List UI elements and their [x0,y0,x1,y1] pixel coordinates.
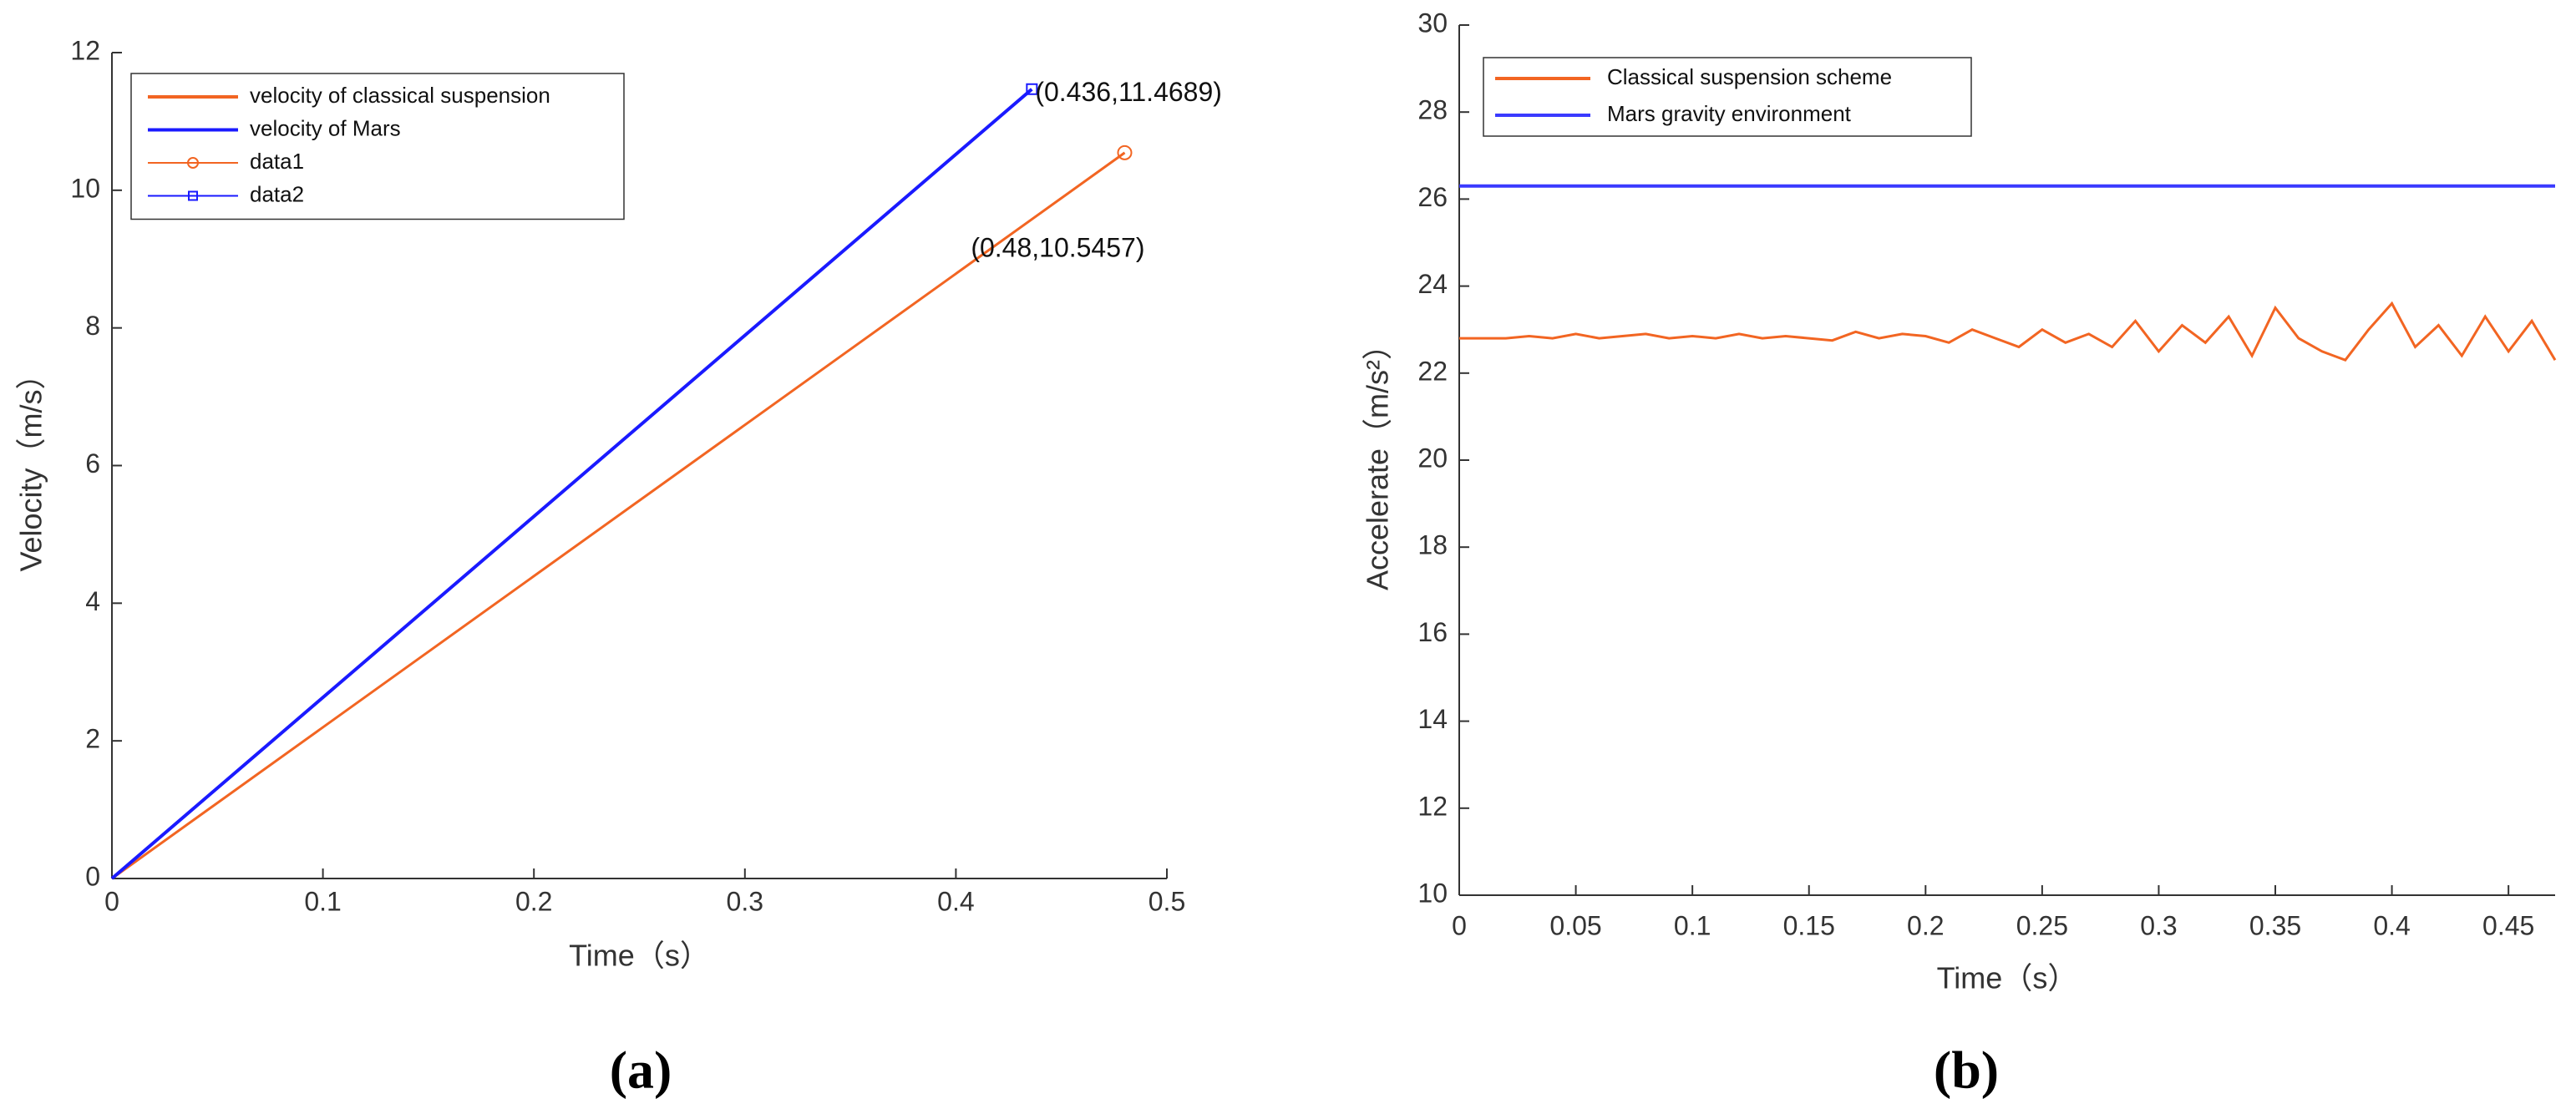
legend-box [1483,57,1972,137]
y-tick-label: 18 [1417,530,1448,560]
legend-label: velocity of classical suspension [250,83,550,108]
y-tick-label: 24 [1417,269,1448,299]
x-tick-label: 0.15 [1783,910,1835,940]
annotation: (0.436,11.4689) [1035,77,1222,107]
y-tick-label: 2 [85,724,100,754]
x-tick-label: 0.5 [1149,886,1185,916]
legend-label: data2 [250,181,304,206]
y-tick-label: 6 [85,448,100,478]
panel-label: (a) [610,1041,672,1100]
legend-label: Mars gravity environment [1607,101,1852,126]
y-axis-label: Velocity（m/s） [14,359,48,571]
legend-marker [188,190,198,201]
y-tick-label: 10 [1417,878,1448,908]
panel-label: (b) [1934,1041,1999,1100]
x-tick-label: 0.45 [2482,910,2534,940]
series-line [111,151,1126,880]
y-tick-label: 4 [85,586,100,616]
legend-label: velocity of Mars [250,115,401,140]
x-tick-label: 0 [1452,910,1467,940]
x-axis-label: Time（s） [569,939,710,973]
x-tick-label: 0 [104,886,119,916]
annotation: (0.48,10.5457) [971,232,1144,262]
legend-label: Classical suspension scheme [1607,64,1892,89]
y-tick-label: 28 [1417,95,1448,125]
legend-label: data1 [250,149,304,174]
y-tick-label: 30 [1417,8,1448,38]
series-line [110,88,1033,880]
y-tick-label: 10 [70,173,100,203]
y-tick-label: 12 [70,35,100,65]
x-tick-label: 0.3 [727,886,763,916]
x-tick-label: 0.1 [304,886,341,916]
x-tick-label: 0.4 [937,886,974,916]
x-tick-label: 0.35 [2249,910,2301,940]
legend-box [130,73,625,220]
x-tick-label: 0.05 [1549,910,1601,940]
x-tick-label: 0.3 [2140,910,2177,940]
x-tick-label: 0.2 [1907,910,1944,940]
series-line [1459,301,2557,362]
x-tick-label: 0.25 [2016,910,2068,940]
y-tick-label: 12 [1417,791,1448,821]
y-tick-label: 20 [1417,443,1448,473]
marker [1026,83,1038,95]
y-tick-label: 14 [1417,704,1448,734]
x-tick-label: 0.4 [2373,910,2410,940]
x-tick-label: 0.1 [1674,910,1711,940]
y-axis-label: Accelerate（m/s²） [1361,330,1395,590]
y-tick-label: 0 [85,861,100,891]
y-tick-label: 16 [1417,617,1448,647]
y-tick-label: 8 [85,311,100,341]
marker [1117,144,1133,160]
y-tick-label: 22 [1417,356,1448,386]
legend-marker [187,157,199,169]
y-tick-label: 26 [1417,182,1448,212]
x-tick-label: 0.2 [515,886,552,916]
x-axis-label: Time（s） [1937,961,2078,995]
